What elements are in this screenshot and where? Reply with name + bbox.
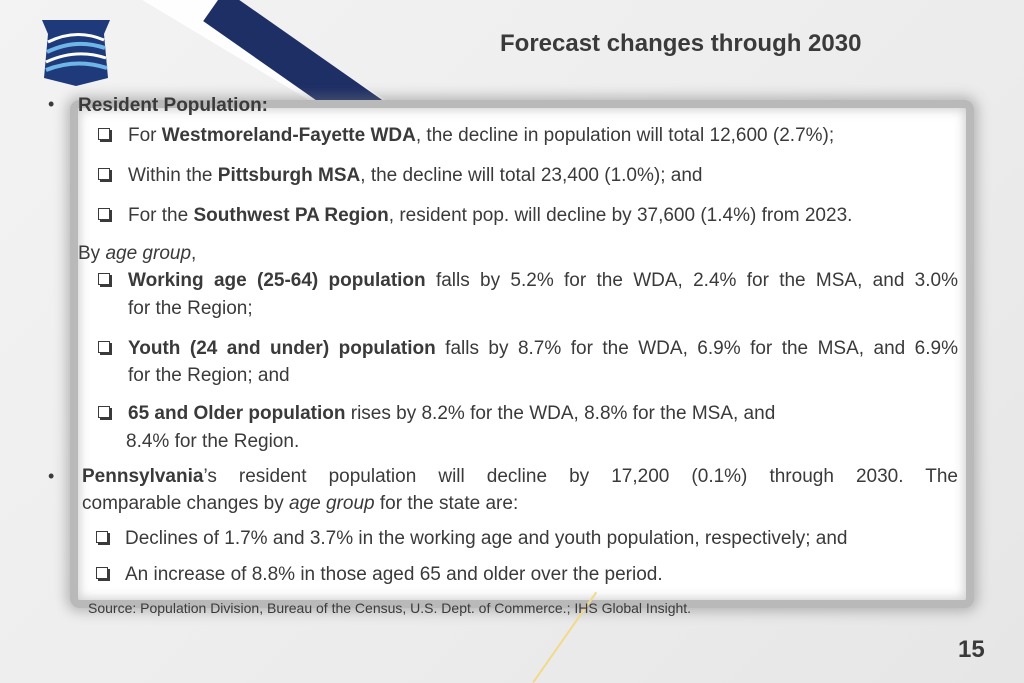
checkbox-bullet-icon: [98, 168, 110, 180]
bullet-icon: •: [48, 94, 55, 114]
age-item-older-line1: 65 and Older population rises by 8.2% fo…: [128, 403, 776, 424]
resident-item-msa: Within the Pittsburgh MSA, the decline w…: [128, 165, 703, 186]
checkbox-bullet-icon: [98, 273, 110, 285]
pennsylvania-item-declines: Declines of 1.7% and 3.7% in the working…: [125, 528, 848, 549]
resident-heading: Resident Population:: [78, 95, 268, 116]
checkbox-bullet-icon: [96, 567, 108, 579]
slide-title: Forecast changes through 2030: [500, 30, 862, 57]
age-item-youth-line1: Youth (24 and under) population falls by…: [128, 338, 958, 359]
bullet-icon: •: [48, 466, 55, 486]
checkbox-bullet-icon: [98, 406, 110, 418]
checkbox-bullet-icon: [98, 128, 110, 140]
checkbox-bullet-icon: [98, 208, 110, 220]
pennsylvania-keystone-icon: [42, 20, 110, 86]
age-item-working-line2: for the Region;: [128, 298, 253, 319]
page-number: 15: [958, 636, 985, 663]
pennsylvania-line2: comparable changes by age group for the …: [82, 493, 519, 514]
checkbox-bullet-icon: [96, 531, 108, 543]
pennsylvania-line1: Pennsylvania’s resident population will …: [82, 466, 958, 487]
age-item-youth-line2: for the Region; and: [128, 365, 290, 386]
age-item-working-line1: Working age (25-64) population falls by …: [128, 270, 958, 291]
resident-item-region: For the Southwest PA Region, resident po…: [128, 205, 853, 226]
source-note: Source: Population Division, Bureau of t…: [88, 600, 692, 616]
checkbox-bullet-icon: [98, 341, 110, 353]
age-item-older-line2: 8.4% for the Region.: [126, 431, 300, 452]
content-panel: [70, 100, 974, 608]
resident-item-wda: For Westmoreland-Fayette WDA, the declin…: [128, 125, 835, 146]
pennsylvania-item-increase: An increase of 8.8% in those aged 65 and…: [125, 564, 663, 585]
age-group-intro: By age group,: [78, 243, 197, 264]
